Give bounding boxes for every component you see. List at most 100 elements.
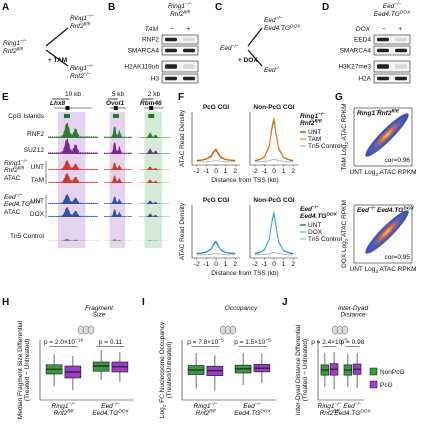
text-part: 2 [375, 172, 378, 178]
highlight [144, 112, 162, 248]
band [165, 64, 177, 69]
genotype: Ring1−/− [168, 2, 192, 10]
legend-label: UNT [308, 129, 321, 136]
text-part: −/− [312, 205, 319, 211]
exon [113, 106, 118, 110]
text-part: UNT Log [350, 169, 376, 176]
text-part: −/− [255, 402, 262, 408]
suz12-signal [104, 142, 132, 154]
p-value: p = 7.8×10−5 [187, 338, 224, 346]
legend-label: TAM [308, 136, 321, 143]
x-tick-label: 1 [282, 261, 286, 268]
genotype: Eed4.TGDOX [4, 200, 41, 208]
text-part: Rnf2 [170, 11, 184, 18]
text-part: ATAC RPKM [378, 169, 416, 176]
highlight [109, 112, 125, 248]
text-part: DOX [360, 409, 371, 415]
cpg-island [112, 114, 119, 118]
text-part: Ring1 [70, 15, 87, 22]
text-part: Eed [243, 403, 255, 410]
band [183, 76, 195, 81]
x-tick-label: 1 [224, 168, 228, 175]
arrow [247, 49, 263, 67]
genotype: Rnf2fl/fl [300, 119, 322, 127]
text-part: fl/fl [18, 166, 25, 172]
legend-label: UNT [308, 222, 321, 229]
band [377, 64, 389, 69]
atac-signal [48, 159, 98, 170]
band [165, 48, 177, 53]
genotype: Rnf2−/− [70, 72, 91, 80]
text-part: Eed4.TG [300, 213, 326, 220]
x-tick-label: -1 [204, 261, 210, 268]
genotype: Eed−/− [264, 16, 283, 24]
genotype: Ring1−/− [3, 39, 27, 47]
text-part: −/− [21, 159, 28, 165]
atac-signal [48, 193, 98, 204]
text-part: DOX [326, 212, 337, 218]
plot-title: Non-PcG CGI [253, 104, 294, 111]
text-part: Eed [264, 17, 276, 24]
text-part: Eed [4, 194, 16, 201]
treatment: + TAM [48, 57, 67, 64]
text-part: Eed4.TG [234, 410, 260, 417]
x-tick-label: -1 [204, 168, 210, 175]
genotype: Eed−/− [357, 206, 376, 214]
genotype: Eed4.TGDOX [264, 24, 301, 32]
profile-line [196, 149, 236, 162]
blot-frame [373, 73, 411, 84]
panel-letter: I [142, 297, 145, 308]
cpg-island [64, 114, 70, 118]
x-tick-label: -2 [252, 168, 258, 175]
text-part: Eed [300, 206, 313, 213]
gene-label: Ovol1 [106, 100, 124, 107]
x-axis-label: UNT Log2 ATAC RPKM [350, 266, 417, 275]
plot-title: PcG CGI [203, 197, 230, 204]
text-part: DOX [260, 409, 271, 415]
genotype: Eed-/- [264, 66, 281, 74]
text-part: UNT Log [350, 266, 376, 273]
text-part: −5 [342, 338, 348, 344]
text-part: fl/fl [209, 409, 216, 415]
text-part: −/− [87, 14, 94, 20]
profile-line [196, 253, 236, 256]
text-part: −/− [211, 402, 218, 408]
text-part: Rnf2 [320, 410, 334, 417]
exon [149, 106, 154, 110]
icon-label: Fragment [85, 305, 114, 312]
x-tick-label: 0 [272, 168, 276, 175]
text-part: Eed [220, 45, 232, 52]
y-axis-label: Median Fragment Size Differential [17, 320, 24, 419]
text-part: Ring1 [52, 403, 69, 410]
y-axis-label: Log2 FC Nucleosome Occupancy [159, 321, 168, 418]
correlation: cor=0.96 [385, 157, 411, 164]
lane-label: − [382, 26, 386, 33]
genotype: Eed−/− [300, 205, 319, 213]
atac-signal [104, 209, 132, 217]
text-part: fl/fl [333, 409, 340, 415]
lane-label: + [398, 26, 402, 33]
genotype: Ring1−/− [357, 109, 382, 117]
text-part: Rnf2 [3, 48, 17, 55]
panel-letter: H [2, 297, 9, 308]
text-part: −/− [232, 44, 239, 50]
x-axis-label: UNT Log2 ATAC RPKM [350, 169, 417, 178]
tn5-signal [138, 240, 170, 241]
cpg-island [148, 114, 155, 118]
axis [191, 205, 240, 259]
text-part: Median Fragment Size Differential [17, 320, 24, 419]
atac-signal [138, 200, 170, 204]
genotype: Ring1−/− [70, 64, 94, 72]
text-part: −/− [394, 2, 401, 8]
text-part: ATAC RPKM [378, 266, 416, 273]
point-cloud [365, 113, 409, 157]
panel-letter: J [282, 297, 288, 308]
condition-label: TAM [31, 177, 44, 184]
band [183, 37, 195, 42]
blot-frame [373, 34, 411, 45]
y-axis-label: (Treated − Untreated) [24, 339, 31, 401]
text-part: fl/fl [391, 109, 399, 115]
treatment: TAM [145, 26, 159, 33]
profile-line [254, 117, 294, 161]
suz12-signal [138, 148, 170, 154]
